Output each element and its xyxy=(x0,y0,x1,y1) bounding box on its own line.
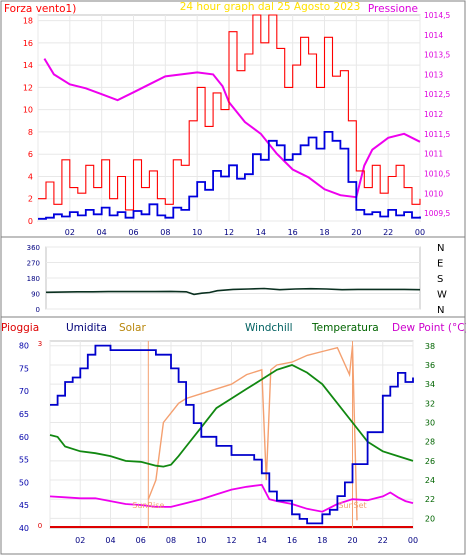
direction-y-tick-label: 360 xyxy=(27,244,40,252)
compass-label: W xyxy=(437,290,447,301)
humidity-y-tick-label: 60 xyxy=(19,433,29,442)
rain-tick-label: 0 xyxy=(38,522,42,530)
pressure-y-tick-label: 1009,5 xyxy=(424,209,450,218)
x-tick-label: 14 xyxy=(256,228,266,237)
direction-series-line xyxy=(45,287,421,296)
wind-y-tick-label: 6 xyxy=(28,150,33,159)
humidity-series-line xyxy=(50,344,414,525)
x-tick-label: 08 xyxy=(166,536,176,545)
pressure-y-tick-label: 1013,5 xyxy=(424,51,450,60)
temperature-humidity-chart: Pioggia Umidita Solar Windchill Temperatura D… xyxy=(0,316,466,555)
temp-y-tick-label: 34 xyxy=(425,380,435,389)
wind-y-tick-label: 12 xyxy=(23,83,33,92)
wind-series-line xyxy=(38,131,421,220)
humidity-y-tick-label: 45 xyxy=(19,501,29,510)
temp-y-tick-label: 36 xyxy=(425,361,435,370)
legend-item-1: Umidita xyxy=(66,322,107,334)
x-tick-label: 06 xyxy=(128,228,138,237)
legend-item-5: Dew Point (°C) xyxy=(392,322,466,334)
x-tick-label: 10 xyxy=(192,228,202,237)
temperature-series-line xyxy=(49,364,414,468)
x-tick-label: 16 xyxy=(287,536,297,545)
x-tick-label: 10 xyxy=(196,536,206,545)
x-tick-label: 02 xyxy=(75,536,85,545)
x-tick-label: 04 xyxy=(97,228,107,237)
x-tick-label: 16 xyxy=(288,228,298,237)
pressure-y-tick-label: 1014 xyxy=(424,31,443,40)
x-tick-label: 06 xyxy=(136,536,146,545)
wind-y-tick-label: 8 xyxy=(28,128,33,137)
wind-pressure-chart: Forza vento1) 24 hour graph dal 25 Agost… xyxy=(0,0,466,238)
compass-label: N xyxy=(437,243,444,254)
x-tick-label: 00 xyxy=(408,536,418,545)
x-tick-label: 22 xyxy=(383,228,393,237)
temp-y-tick-label: 30 xyxy=(425,419,435,428)
x-tick-label: 22 xyxy=(378,536,388,545)
legend-item-4: Temperatura xyxy=(311,322,379,334)
x-tick-label: 18 xyxy=(319,228,329,237)
x-tick-label: 08 xyxy=(160,228,170,237)
wind-y-tick-label: 4 xyxy=(28,172,33,181)
x-tick-label: 20 xyxy=(347,536,357,545)
pressure-y-tick-label: 1013 xyxy=(424,70,443,79)
pressure-y-tick-label: 1010 xyxy=(424,189,443,198)
temp-y-tick-label: 28 xyxy=(425,438,435,447)
wind-chart-title: 24 hour graph dal 25 Agosto 2023 xyxy=(180,1,361,13)
x-tick-label: 04 xyxy=(105,536,115,545)
pressure-y-tick-label: 1014,5 xyxy=(424,11,450,20)
sun-annotation: SunRise xyxy=(132,501,164,510)
direction-y-tick-label: 270 xyxy=(27,260,40,268)
legend-item-2: Solar xyxy=(119,322,146,334)
wind-y-tick-label: 0 xyxy=(28,217,33,226)
x-tick-label: 12 xyxy=(224,228,234,237)
temp-y-tick-label: 38 xyxy=(425,342,435,351)
gust-series-line xyxy=(38,14,421,211)
pressure-y-tick-label: 1012,5 xyxy=(424,90,450,99)
wind-y-tick-label: 2 xyxy=(28,195,33,204)
humidity-y-tick-label: 80 xyxy=(19,342,29,351)
legend-item-0: Pioggia xyxy=(1,322,39,334)
wind-y-tick-label: 16 xyxy=(23,39,33,48)
temp-y-tick-label: 26 xyxy=(425,457,435,466)
temp-y-tick-label: 32 xyxy=(425,399,435,408)
x-tick-label: 20 xyxy=(351,228,361,237)
pressure-y-tick-label: 1012 xyxy=(424,110,443,119)
humidity-y-tick-label: 75 xyxy=(19,364,29,373)
x-tick-label: 02 xyxy=(65,228,75,237)
compass-label: N xyxy=(437,305,444,316)
pressure-y-tick-label: 1011 xyxy=(424,150,443,159)
humidity-y-tick-label: 40 xyxy=(19,524,29,533)
wind-y-tick-label: 18 xyxy=(23,17,33,26)
wind-y-tick-label: 10 xyxy=(23,106,33,115)
compass-label: E xyxy=(437,259,443,270)
humidity-y-tick-label: 70 xyxy=(19,387,29,396)
direction-y-tick-label: 180 xyxy=(27,275,40,283)
solar-series-line xyxy=(147,345,358,521)
wind-axis-label: Forza vento1) xyxy=(4,3,76,15)
direction-y-tick-label: 90 xyxy=(31,291,40,299)
legend-item-3: Windchill xyxy=(245,322,293,334)
humidity-y-tick-label: 65 xyxy=(19,410,29,419)
compass-label: S xyxy=(437,274,443,285)
direction-y-tick-label: 0 xyxy=(36,306,40,314)
sun-annotation: SunSet xyxy=(338,501,366,510)
wind-y-tick-label: 14 xyxy=(23,61,33,70)
pressure-y-tick-label: 1010,5 xyxy=(424,169,450,178)
dewpoint-series-line xyxy=(49,483,414,513)
humidity-y-tick-label: 55 xyxy=(19,456,29,465)
x-tick-label: 14 xyxy=(257,536,267,545)
pressure-y-tick-label: 1011,5 xyxy=(424,130,450,139)
x-tick-label: 18 xyxy=(317,536,327,545)
temp-y-tick-label: 22 xyxy=(425,495,435,504)
rain-tick-label: 3 xyxy=(38,340,42,348)
temp-y-tick-label: 24 xyxy=(425,476,435,485)
x-tick-label: 00 xyxy=(415,228,425,237)
temp-y-tick-label: 20 xyxy=(425,514,435,523)
pressure-axis-label: Pressione xyxy=(368,3,418,15)
humidity-y-tick-label: 50 xyxy=(19,478,29,487)
x-tick-label: 12 xyxy=(226,536,236,545)
